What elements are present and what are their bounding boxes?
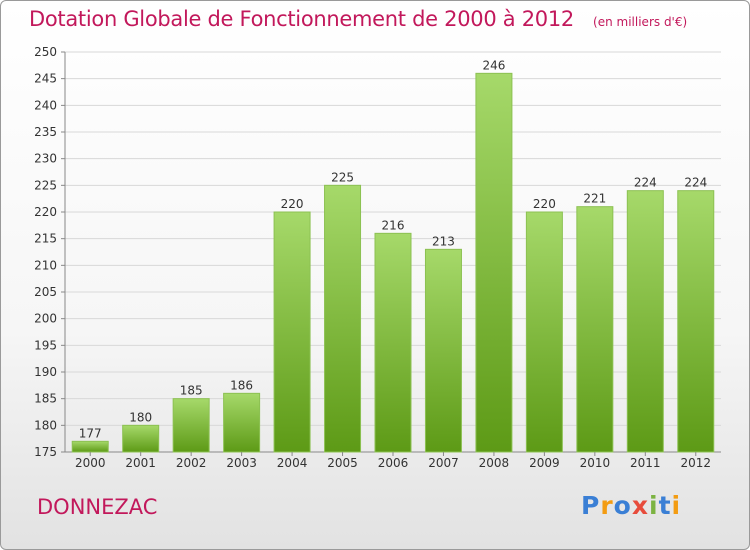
commune-name: DONNEZAC (37, 495, 158, 519)
y-tick-label: 180 (34, 418, 57, 432)
bar-value-label: 246 (482, 58, 505, 72)
chart-subtitle: (en milliers d'€) (593, 15, 688, 29)
y-tick-label: 250 (34, 45, 57, 59)
bar (273, 211, 311, 453)
bar (374, 232, 412, 453)
y-tick-label: 185 (34, 392, 57, 406)
bar-value-label: 225 (331, 170, 354, 184)
y-tick-label: 235 (34, 125, 57, 139)
x-tick-label: 2004 (277, 456, 308, 470)
chart-title: Dotation Globale de Fonctionnement de 20… (29, 7, 574, 31)
logo-letter: i (649, 491, 659, 520)
logo-letter: i (671, 491, 682, 520)
bar (424, 248, 462, 453)
x-tick-label: 2005 (327, 456, 358, 470)
bar (324, 184, 362, 453)
bar (677, 190, 715, 453)
bar (172, 398, 210, 453)
logo-letter: P (581, 491, 601, 520)
proxiti-logo[interactable]: Proxiti (581, 491, 681, 520)
x-tick-label: 2002 (176, 456, 207, 470)
bar-value-label: 213 (432, 234, 455, 248)
bar-value-label: 177 (79, 426, 102, 440)
x-tick-label: 2009 (529, 456, 560, 470)
bar (223, 392, 261, 453)
x-tick-label: 2007 (428, 456, 459, 470)
y-tick-label: 225 (34, 178, 57, 192)
bar-value-label: 220 (281, 197, 304, 211)
bar (576, 206, 614, 453)
bar (122, 424, 160, 453)
bar-value-label: 185 (180, 384, 203, 398)
y-tick-label: 210 (34, 258, 57, 272)
bar-value-label: 186 (230, 378, 253, 392)
logo-letter: t (658, 491, 672, 520)
x-tick-label: 2006 (378, 456, 409, 470)
x-tick-label: 2003 (226, 456, 257, 470)
bar (71, 440, 109, 453)
bar (626, 190, 664, 453)
y-tick-label: 200 (34, 312, 57, 326)
logo-letter: o (613, 491, 632, 520)
y-tick-label: 220 (34, 205, 57, 219)
logo-letter: x (631, 491, 649, 520)
x-tick-label: 2012 (680, 456, 711, 470)
y-tick-label: 240 (34, 98, 57, 112)
y-tick-label: 205 (34, 285, 57, 299)
bar-value-label: 220 (533, 197, 556, 211)
x-tick-label: 2008 (479, 456, 510, 470)
y-tick-label: 215 (34, 232, 57, 246)
y-tick-label: 195 (34, 338, 57, 352)
y-tick-label: 190 (34, 365, 57, 379)
title-row: Dotation Globale de Fonctionnement de 20… (29, 7, 687, 31)
bar (525, 211, 563, 453)
x-tick-label: 2001 (125, 456, 156, 470)
x-tick-label: 2011 (630, 456, 661, 470)
y-tick-label: 245 (34, 72, 57, 86)
y-tick-label: 175 (34, 445, 57, 459)
bar-value-label: 224 (634, 176, 657, 190)
bar-value-label: 221 (583, 192, 606, 206)
bar-value-label: 224 (684, 176, 707, 190)
logo-letter: r (600, 491, 614, 520)
x-tick-label: 2000 (75, 456, 106, 470)
bar-value-label: 216 (382, 218, 405, 232)
x-tick-label: 2010 (580, 456, 611, 470)
bar-value-label: 180 (129, 410, 152, 424)
y-tick-label: 230 (34, 152, 57, 166)
bar (475, 72, 513, 453)
